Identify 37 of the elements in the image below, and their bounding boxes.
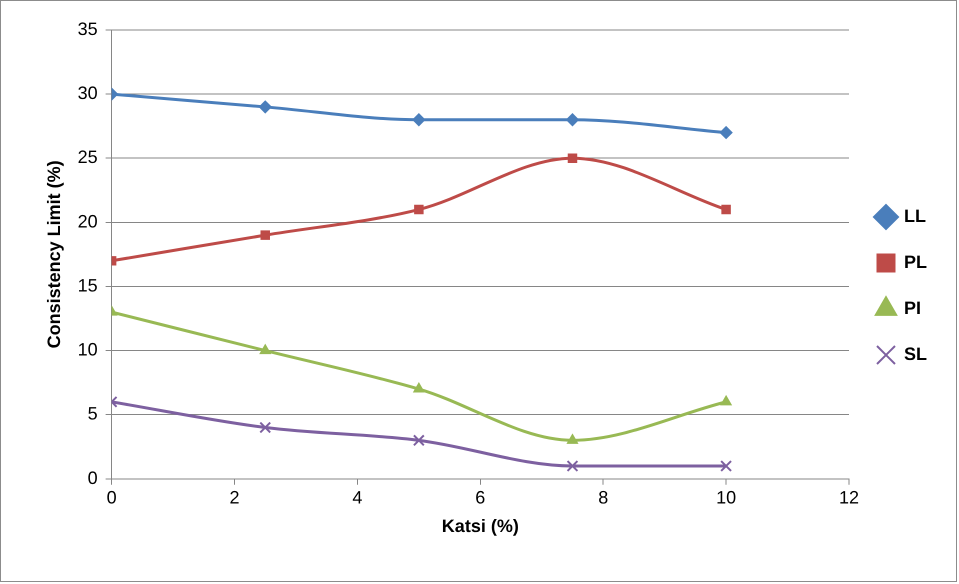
point [259, 422, 272, 434]
y-axis-title: Consistency Limit (%) [44, 160, 64, 348]
x-axis-title: Katsi (%) [442, 516, 519, 536]
point [414, 204, 424, 214]
y-tick-label: 25 [78, 147, 98, 168]
point [412, 434, 425, 446]
y-tick-label: 30 [78, 83, 98, 104]
point [568, 153, 578, 163]
legend-label: PL [904, 252, 928, 272]
point [566, 113, 579, 126]
y-tick-label: 35 [78, 18, 98, 39]
point [260, 344, 271, 354]
point [413, 382, 425, 393]
legend-label: SL [904, 344, 928, 364]
point [260, 230, 270, 240]
legend-label: LL [904, 206, 926, 226]
x-tick-label: 10 [716, 488, 736, 508]
point [566, 460, 578, 472]
x-tick-label: 2 [230, 488, 240, 508]
x-tick-label: 12 [838, 488, 860, 508]
y-tick-label: 20 [78, 211, 98, 232]
x-tick-label: 6 [475, 488, 486, 508]
point [566, 434, 578, 444]
point [720, 395, 732, 406]
y-tick-label: 5 [88, 404, 98, 424]
legend-label: PI [904, 298, 922, 318]
point [412, 113, 426, 126]
point [720, 126, 733, 140]
y-tick-label: 10 [78, 340, 98, 360]
y-tick-label: 15 [78, 275, 98, 296]
x-tick-label: 4 [352, 488, 362, 508]
point [720, 460, 732, 472]
point [258, 100, 272, 114]
point [721, 204, 731, 214]
x-tick-label: 8 [598, 488, 608, 508]
y-tick-label: 0 [88, 468, 98, 488]
x-tick-label: 0 [106, 488, 117, 508]
